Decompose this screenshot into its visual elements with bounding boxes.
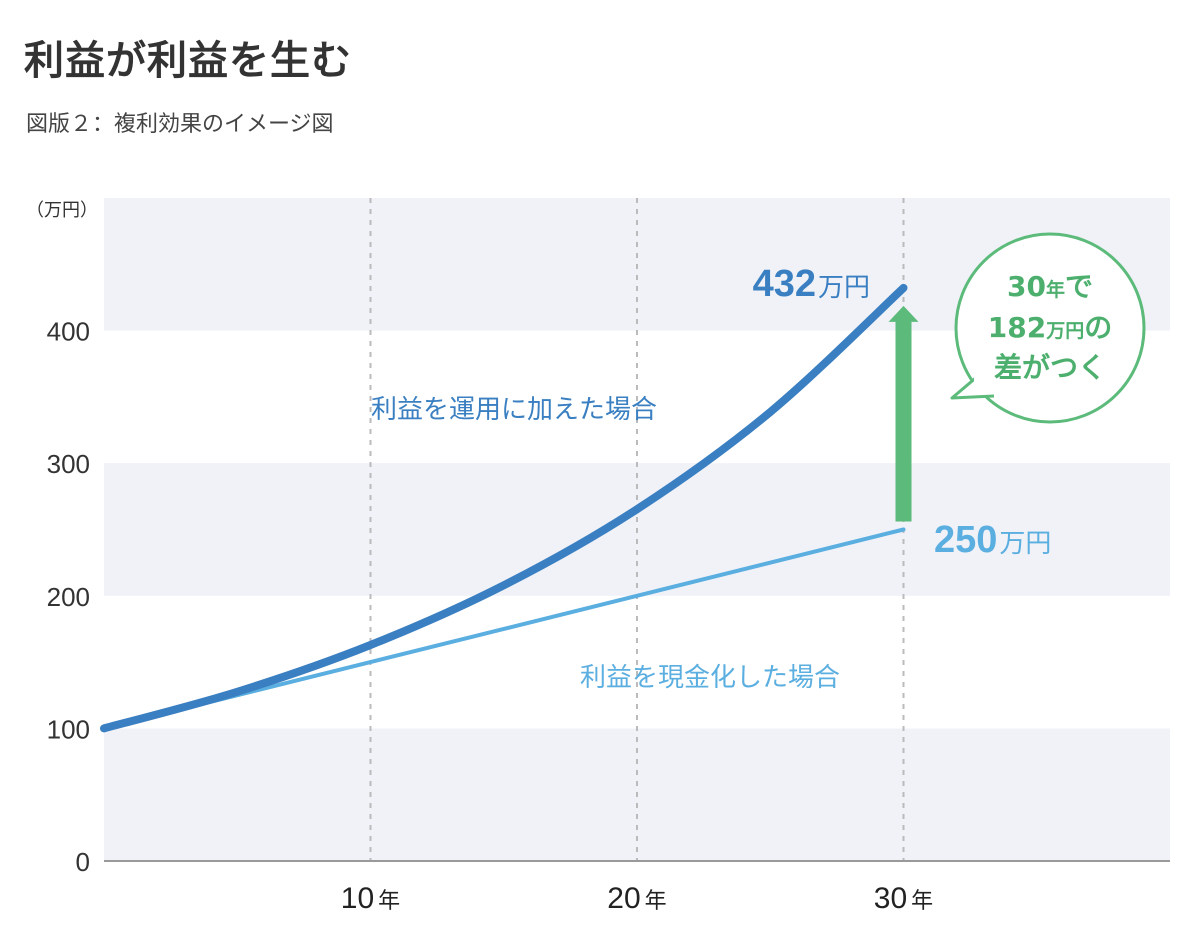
callout-circle bbox=[954, 232, 1146, 424]
series-label-simple: 利益を現金化した場合 bbox=[580, 663, 840, 693]
x-tick-10: 10 年 bbox=[341, 882, 400, 915]
chart-title: 利益が利益を生む bbox=[24, 38, 352, 84]
series-lines bbox=[100, 283, 908, 733]
y-tick-100: 100 bbox=[47, 714, 90, 744]
y-unit-label: （万円） bbox=[26, 200, 98, 221]
y-tick-200: 200 bbox=[47, 582, 90, 612]
callout-line-2: 差がつく bbox=[994, 351, 1106, 384]
arrow-head bbox=[888, 305, 919, 322]
x-tick-30: 30 年 bbox=[874, 882, 933, 915]
y-tick-labels: 0 100 200 300 400 bbox=[47, 317, 90, 877]
series-label-compound: 利益を運用に加えた場合 bbox=[371, 395, 657, 425]
end-label-compound: 432万円 bbox=[753, 263, 870, 305]
x-tick-labels: 10 年 20 年 30 年 bbox=[341, 882, 933, 915]
callout-tail-mask bbox=[974, 372, 1002, 390]
y-tick-300: 300 bbox=[47, 449, 90, 479]
callout-line-1: 182万円の bbox=[988, 311, 1112, 344]
x-tick-20: 20 年 bbox=[607, 882, 666, 915]
arrow-shaft bbox=[895, 319, 912, 522]
callout-tail bbox=[950, 374, 995, 400]
difference-arrow bbox=[888, 305, 919, 522]
y-tick-0: 0 bbox=[76, 847, 90, 877]
chart-subtitle: 図版２：複利効果のイメージ図 bbox=[26, 112, 334, 137]
y-tick-400: 400 bbox=[47, 317, 90, 347]
end-label-simple: 250万円 bbox=[934, 519, 1051, 561]
series-line-compound bbox=[100, 283, 908, 733]
callout-line-0: 30年で bbox=[1007, 270, 1093, 303]
